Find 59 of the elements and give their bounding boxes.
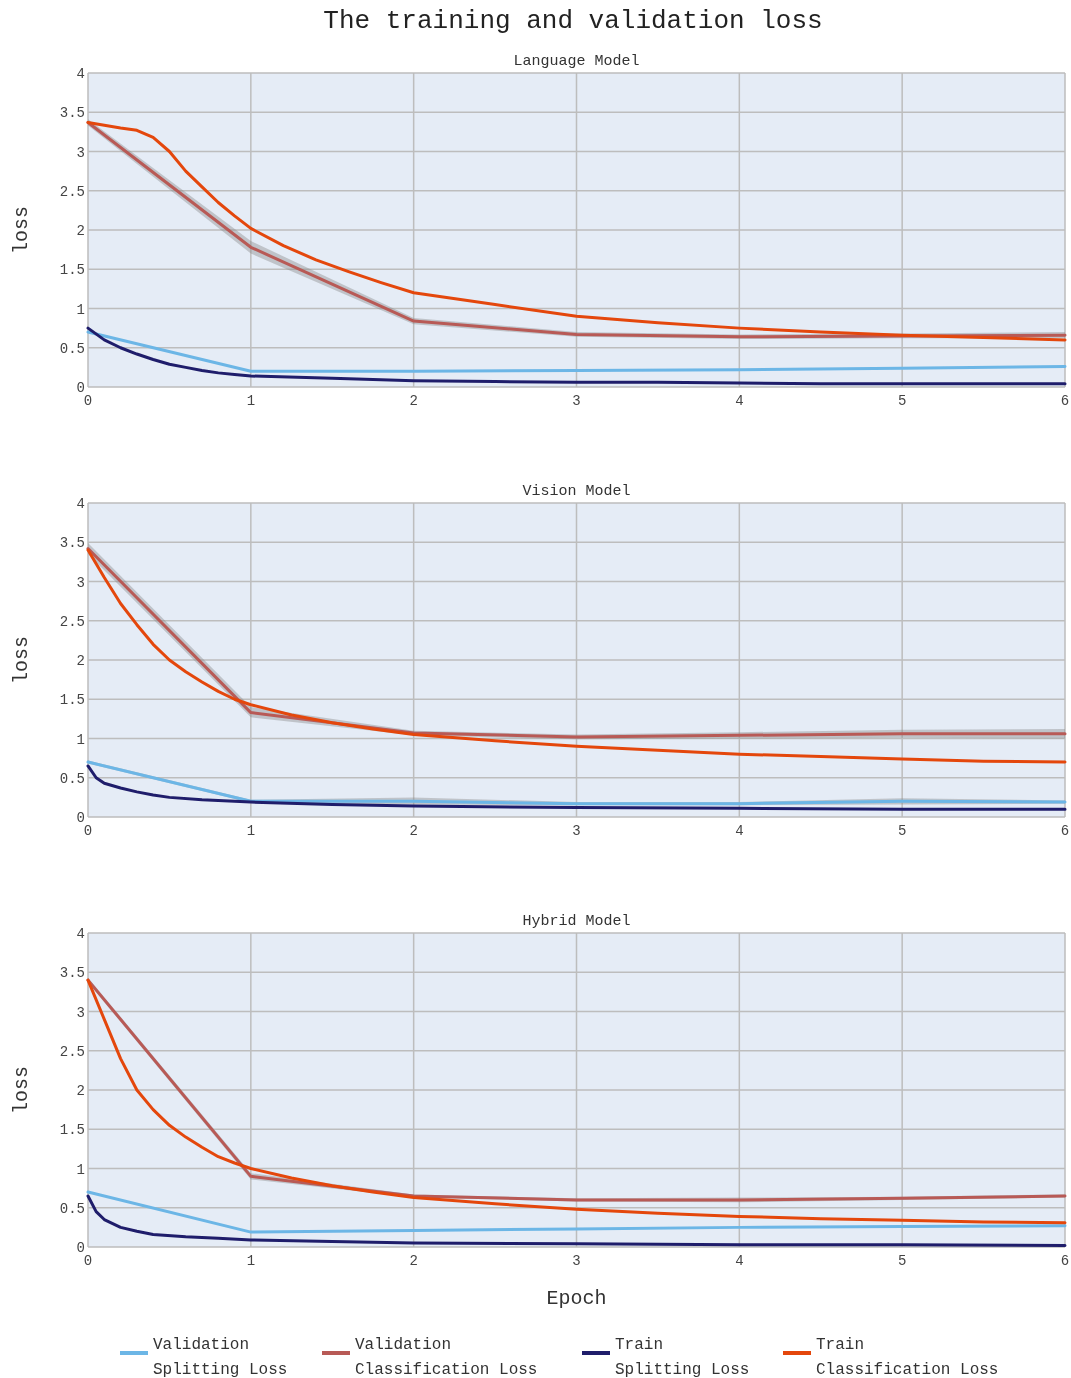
x-tick-label: 4 <box>735 823 744 839</box>
y-tick-label: 3.5 <box>59 965 85 982</box>
y-tick-label: 4 <box>76 926 85 942</box>
chart-title: The training and validation loss <box>323 6 823 36</box>
x-tick-label: 3 <box>572 393 581 409</box>
chart-subtitle: Vision Model <box>522 483 631 500</box>
y-tick-label: 3 <box>76 144 85 161</box>
x-axis-title: Epoch <box>546 1287 607 1310</box>
legend-label: Train Splitting Loss <box>615 1336 750 1378</box>
y-tick-label: 2 <box>76 223 85 239</box>
y-tick-label: 2 <box>76 1083 85 1099</box>
chart-subtitle: Language Model <box>513 53 640 70</box>
y-tick-label: 0.5 <box>59 770 85 787</box>
x-tick-label: 3 <box>572 1253 581 1269</box>
chart-subtitle: Hybrid Model <box>522 913 631 930</box>
x-tick-label: 2 <box>409 823 418 839</box>
legend-label: Train Classification Loss <box>816 1336 999 1378</box>
x-tick-label: 5 <box>897 1253 907 1269</box>
y-tick-label: 0 <box>76 810 85 826</box>
y-axis-title: loss <box>10 1065 33 1115</box>
y-tick-label: 4 <box>76 66 85 82</box>
legend-label: Validation Classification Loss <box>355 1336 538 1378</box>
y-tick-label: 4 <box>76 496 85 512</box>
y-tick-label: 3.5 <box>59 105 85 122</box>
x-tick-label: 6 <box>1060 393 1070 409</box>
y-tick-label: 3 <box>76 1004 85 1021</box>
y-tick-label: 2.5 <box>59 183 85 200</box>
x-tick-label: 1 <box>246 1253 256 1269</box>
x-tick-label: 6 <box>1060 1253 1070 1269</box>
y-tick-label: 3.5 <box>59 535 85 552</box>
x-tick-label: 4 <box>735 393 744 409</box>
y-axis-title: loss <box>10 205 33 255</box>
x-tick-label: 2 <box>409 393 418 409</box>
y-tick-label: 1.5 <box>59 262 85 279</box>
x-tick-label: 5 <box>897 823 907 839</box>
line-series <box>86 330 1067 373</box>
line-series <box>86 1190 1067 1234</box>
x-tick-label: 1 <box>246 393 256 409</box>
x-tick-label: 2 <box>409 1253 418 1269</box>
y-tick-label: 1 <box>76 301 85 318</box>
y-tick-label: 2.5 <box>59 1043 85 1060</box>
legend-label: Validation Splitting Loss <box>153 1336 288 1378</box>
y-tick-label: 0.5 <box>59 340 85 357</box>
x-tick-label: 4 <box>735 1253 744 1269</box>
y-tick-label: 0 <box>76 380 85 396</box>
y-tick-label: 1 <box>76 731 85 748</box>
y-tick-label: 3 <box>76 574 85 591</box>
x-tick-label: 1 <box>246 823 256 839</box>
y-tick-label: 2.5 <box>59 613 85 630</box>
y-axis-title: loss <box>10 635 33 685</box>
x-tick-label: 6 <box>1060 823 1070 839</box>
y-tick-label: 0.5 <box>59 1200 85 1217</box>
y-tick-label: 2 <box>76 653 85 669</box>
y-tick-label: 1 <box>76 1161 85 1178</box>
y-tick-label: 1.5 <box>59 692 85 709</box>
x-tick-label: 5 <box>897 393 907 409</box>
y-tick-label: 0 <box>76 1240 85 1256</box>
x-tick-label: 3 <box>572 823 581 839</box>
y-tick-label: 1.5 <box>59 1122 85 1139</box>
